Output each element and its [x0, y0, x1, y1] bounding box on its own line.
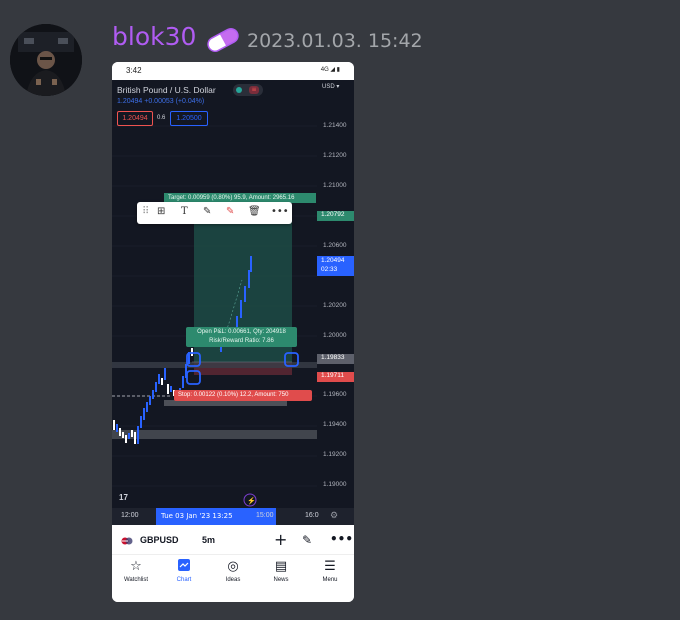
buy-button[interactable]: 1.20500	[170, 111, 208, 126]
symbol-button[interactable]: GBPUSD	[140, 535, 179, 545]
support-band-2	[112, 430, 317, 439]
nav-watchlist[interactable]: ☆ Watchlist	[112, 559, 160, 583]
fill-color-icon[interactable]: ✎	[203, 206, 212, 217]
settings-icon[interactable]: ⊞	[157, 206, 166, 217]
price-tick: 1.19000	[323, 481, 347, 488]
time-axis[interactable]: 12:00 Tue 03 Jan '23 13:25 15:00 16:0 ⚙	[112, 508, 354, 525]
price-tick: 1.21400	[323, 122, 347, 129]
currency-flags-icon	[121, 537, 133, 545]
entry-price-tag: 1.19833	[317, 354, 354, 364]
pill-emoji	[205, 28, 241, 56]
target-label[interactable]: Target: 0.00959 (0.80%) 95.9, Amount: 29…	[164, 193, 316, 203]
news-icon: ▤	[274, 559, 288, 574]
username[interactable]: blok30	[112, 22, 197, 51]
time-tick: 12:00	[121, 512, 139, 519]
add-icon[interactable]: +	[274, 530, 288, 549]
svg-text:17: 17	[119, 493, 128, 502]
price-tick: 1.19600	[323, 391, 347, 398]
screenshot-attachment[interactable]: 3:42 4G ◢ ▮	[112, 62, 354, 602]
menu-icon: ☰	[324, 559, 336, 574]
delete-icon[interactable]: 🗑	[248, 206, 261, 217]
timeframe-button[interactable]: 5m	[202, 535, 216, 545]
star-icon: ☆	[130, 559, 142, 574]
ideas-icon: ◎	[227, 559, 239, 574]
support-band-1	[164, 400, 287, 406]
status-icons: 4G ◢ ▮	[320, 67, 340, 73]
draw-icon[interactable]: ✎	[302, 533, 313, 547]
nav-menu[interactable]: ☰ Menu	[306, 559, 354, 583]
price-tick: 1.20000	[323, 332, 347, 339]
chart-settings-icon[interactable]: ⚙	[330, 510, 339, 520]
nav-ideas[interactable]: ◎ Ideas	[209, 559, 257, 583]
nav-chart[interactable]: Chart	[160, 559, 208, 583]
price-tick: 1.21200	[323, 152, 347, 159]
status-time: 3:42	[126, 66, 142, 75]
drawing-toolbar: ⠿ ⊞ T ✎ ✎ 🗑 •••	[137, 202, 292, 224]
time-tick: 16:0	[305, 512, 319, 519]
more-options-icon[interactable]: •••	[330, 532, 354, 546]
price-axis[interactable]	[317, 80, 354, 504]
time-tick: 15:00	[256, 512, 274, 519]
current-price-tag: 1.20494 02:33	[317, 256, 354, 276]
drag-handle-icon[interactable]: ⠿	[142, 206, 150, 217]
crosshair-time: Tue 03 Jan '23 13:25	[156, 508, 276, 525]
bottom-panel: GBPUSD 5m + ✎ ••• ☆ Watchlist Chart ◎ Id…	[112, 525, 354, 602]
spread-value: 0.6	[157, 115, 166, 121]
bar-countdown: 02:33	[321, 266, 338, 273]
svg-text:⚡: ⚡	[247, 496, 256, 505]
open-pnl-text: Open P&L: 0.00661, Qty: 204918	[197, 329, 286, 335]
line-color-icon[interactable]: ✎	[226, 206, 235, 217]
bottom-nav: ☆ Watchlist Chart ◎ Ideas ▤ News ☰ Me	[112, 555, 354, 602]
symbol-row: GBPUSD 5m + ✎ •••	[112, 525, 354, 555]
nav-news[interactable]: ▤ News	[257, 559, 305, 583]
price-tick: 1.20600	[323, 242, 347, 249]
price-tick: 1.20200	[323, 302, 347, 309]
entry-band	[112, 362, 317, 368]
market-status-toggle[interactable]: ≡	[233, 84, 263, 96]
price-tick: 1.19200	[323, 451, 347, 458]
text-icon[interactable]: T	[181, 206, 188, 217]
price-tick: 1.19400	[323, 421, 347, 428]
open-pnl-label[interactable]: Open P&L: 0.00661, Qty: 204918 Risk/Rewa…	[186, 327, 297, 347]
risk-reward-text: Risk/Reward Ratio: 7.86	[209, 337, 274, 344]
phone-status-bar: 3:42 4G ◢ ▮	[112, 62, 354, 80]
target-price-tag: 1.20792	[317, 211, 354, 221]
price-tick: 1.21000	[323, 182, 347, 189]
stop-label[interactable]: Stop: 0.00122 (0.10%) 12.2, Amount: 750	[174, 390, 312, 401]
currency-selector[interactable]: USD ▾	[322, 84, 340, 90]
current-price: 1.20494	[321, 257, 345, 264]
sell-button[interactable]: 1.20494	[117, 111, 153, 126]
more-icon[interactable]: •••	[271, 206, 289, 217]
avatar[interactable]	[10, 24, 82, 96]
timestamp: 2023.01.03. 15:42	[247, 30, 423, 52]
stop-price-tag: 1.19711	[317, 372, 354, 382]
symbol-quote: 1.20494 +0.00053 (+0.04%)	[117, 98, 205, 105]
price-chart[interactable]: 17 ⚡ British Pound / U.S. Dollar 1.20494…	[112, 80, 354, 525]
chart-icon	[160, 559, 208, 575]
symbol-title[interactable]: British Pound / U.S. Dollar	[117, 85, 216, 95]
